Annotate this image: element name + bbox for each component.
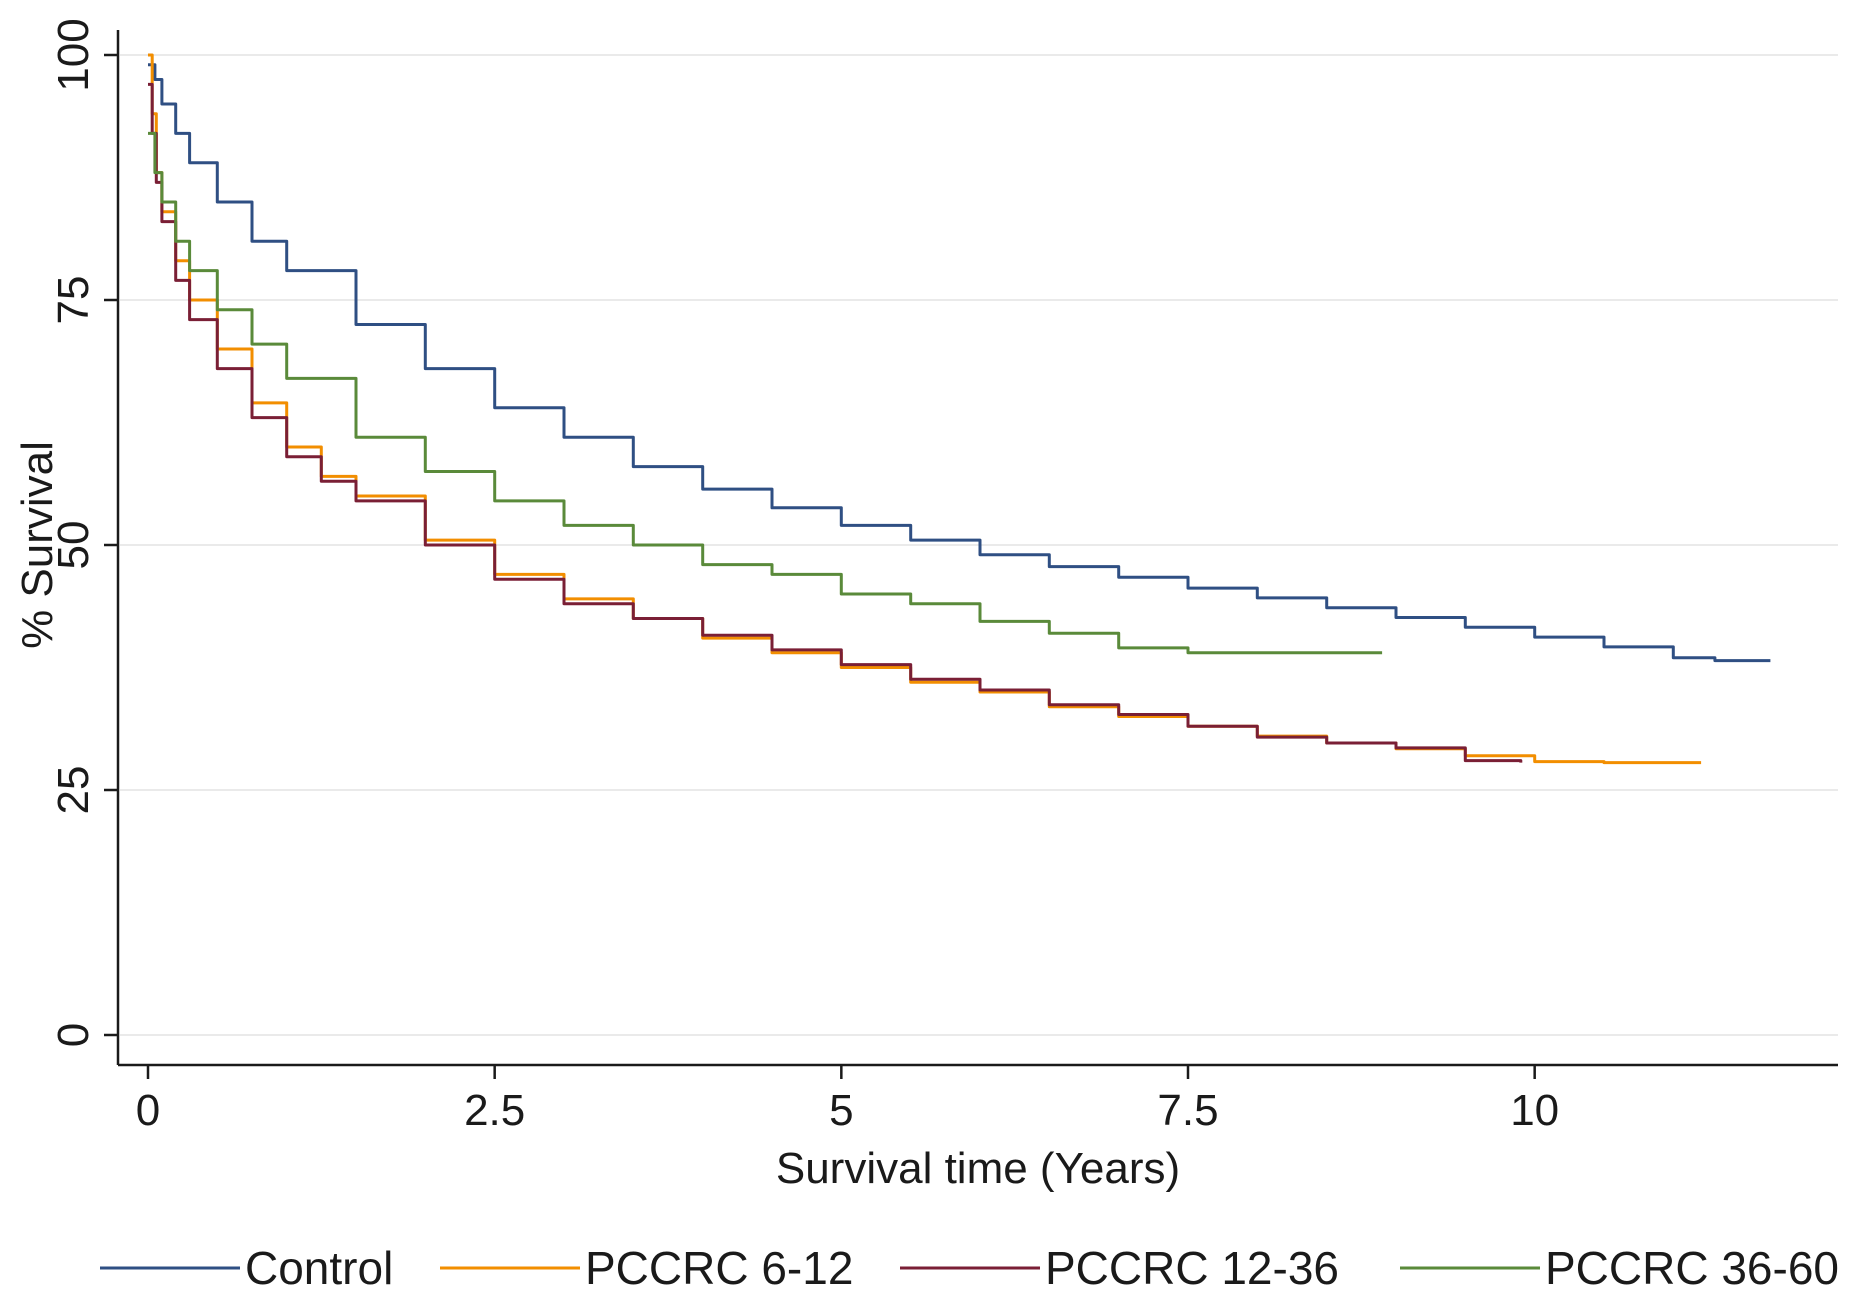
- y-tick-label: 100: [49, 18, 98, 91]
- x-tick-label: 0: [136, 1086, 160, 1135]
- legend-label: Control: [245, 1242, 393, 1292]
- y-axis-title: % Survival: [13, 441, 62, 649]
- x-tick-label: 10: [1510, 1086, 1559, 1135]
- y-tick-label: 75: [49, 276, 98, 325]
- series-line-2: [148, 53, 1702, 765]
- series-line-3: [148, 82, 1523, 763]
- legend-label: PCCRC 36-60: [1545, 1242, 1839, 1292]
- legend-label: PCCRC 6-12: [585, 1242, 853, 1292]
- series-line-1: [148, 63, 1771, 663]
- legend: Control PCCRC 6-12 PCCRC 12-36 PCCRC 36-60: [100, 1242, 1839, 1292]
- y-tick-label: 50: [49, 521, 98, 570]
- axes: [116, 30, 1838, 1067]
- x-tick-label: 7.5: [1157, 1086, 1218, 1135]
- series-lines: [148, 53, 1771, 765]
- y-tick-label: 25: [49, 766, 98, 815]
- y-tick-label: 0: [49, 1023, 98, 1047]
- ticks: 0 25 50 75 100 0 2.5 5 7.5 10: [49, 18, 1559, 1135]
- legend-label: PCCRC 12-36: [1045, 1242, 1339, 1292]
- x-axis-title: Survival time (Years): [776, 1144, 1180, 1193]
- series-line-4: [148, 131, 1383, 655]
- x-tick-label: 2.5: [464, 1086, 525, 1135]
- x-tick-label: 5: [829, 1086, 853, 1135]
